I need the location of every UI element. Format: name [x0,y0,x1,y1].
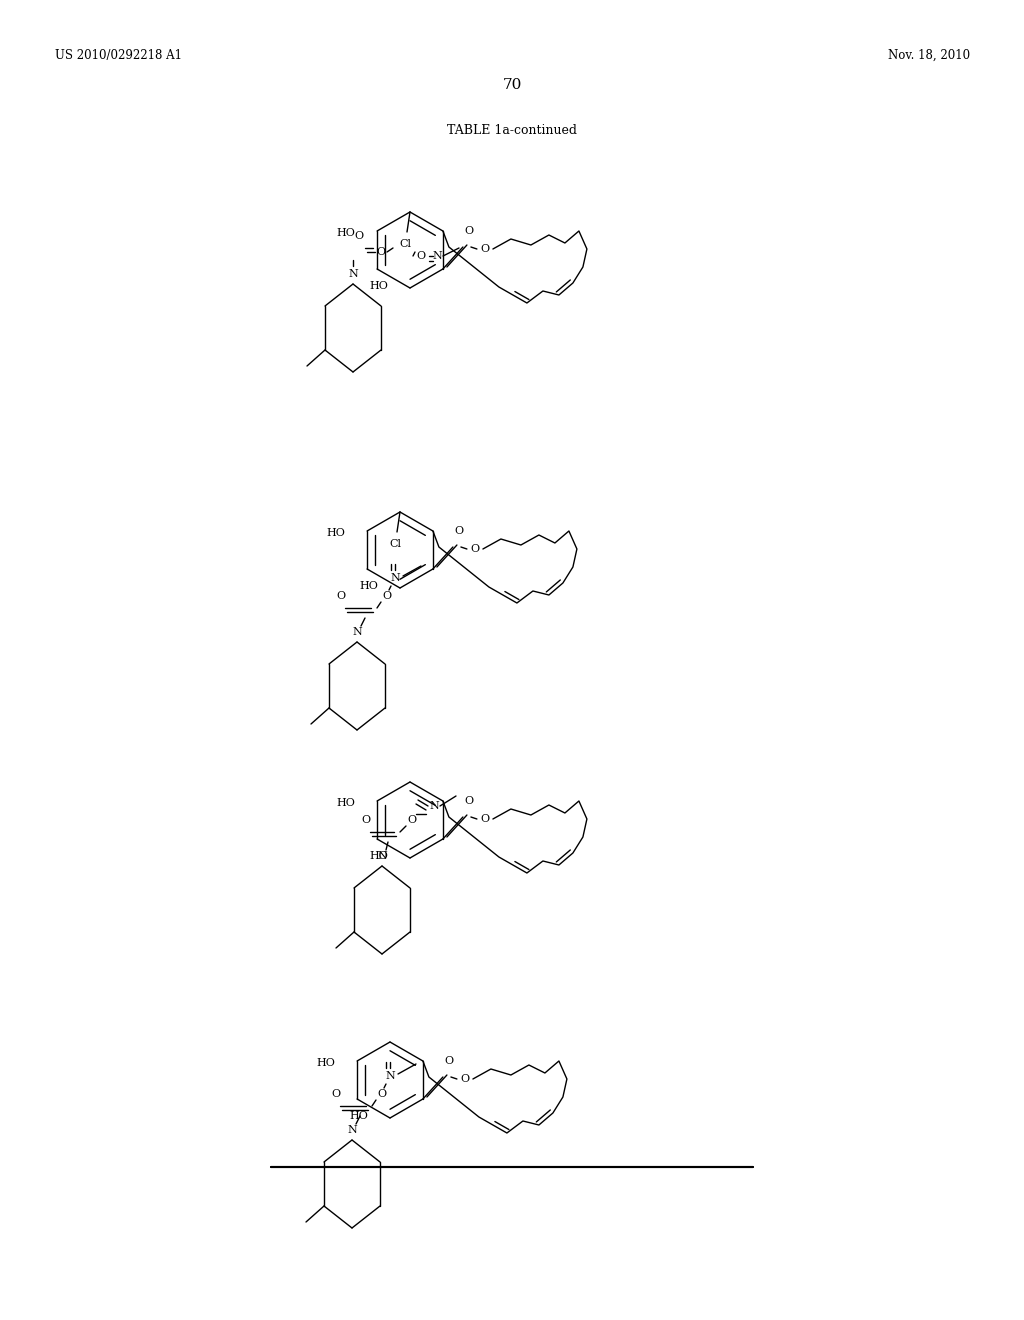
Text: O: O [377,247,386,257]
Text: O: O [332,1089,341,1100]
Text: N: N [385,1071,395,1081]
Text: 70: 70 [503,78,521,92]
Text: O: O [470,544,479,554]
Text: O: O [378,1089,387,1100]
Text: O: O [337,591,345,601]
Text: HO: HO [327,528,345,539]
Text: TABLE 1a-continued: TABLE 1a-continued [447,124,577,136]
Text: HO: HO [336,228,355,238]
Text: O: O [480,244,489,253]
Text: O: O [464,796,473,807]
Text: O: O [455,525,464,536]
Text: N: N [377,851,387,861]
Text: O: O [354,231,364,242]
Text: N: N [352,627,361,638]
Text: US 2010/0292218 A1: US 2010/0292218 A1 [55,49,182,62]
Text: O: O [464,226,473,236]
Text: O: O [361,814,371,825]
Text: O: O [382,591,391,601]
Text: Cl: Cl [389,539,401,549]
Text: HO: HO [316,1059,335,1068]
Text: Cl: Cl [399,239,411,249]
Text: O: O [417,251,426,261]
Text: N: N [390,573,400,583]
Text: O: O [408,814,417,825]
Text: HO: HO [336,799,355,808]
Text: N: N [429,801,439,810]
Text: HO: HO [349,1111,368,1121]
Text: N: N [347,1125,357,1135]
Text: HO: HO [369,281,388,290]
Text: HO: HO [369,851,388,861]
Text: O: O [461,1074,469,1084]
Text: O: O [444,1056,454,1067]
Text: HO: HO [359,581,378,591]
Text: N: N [348,269,357,279]
Text: N: N [432,251,442,261]
Text: O: O [480,814,489,824]
Text: Nov. 18, 2010: Nov. 18, 2010 [888,49,970,62]
